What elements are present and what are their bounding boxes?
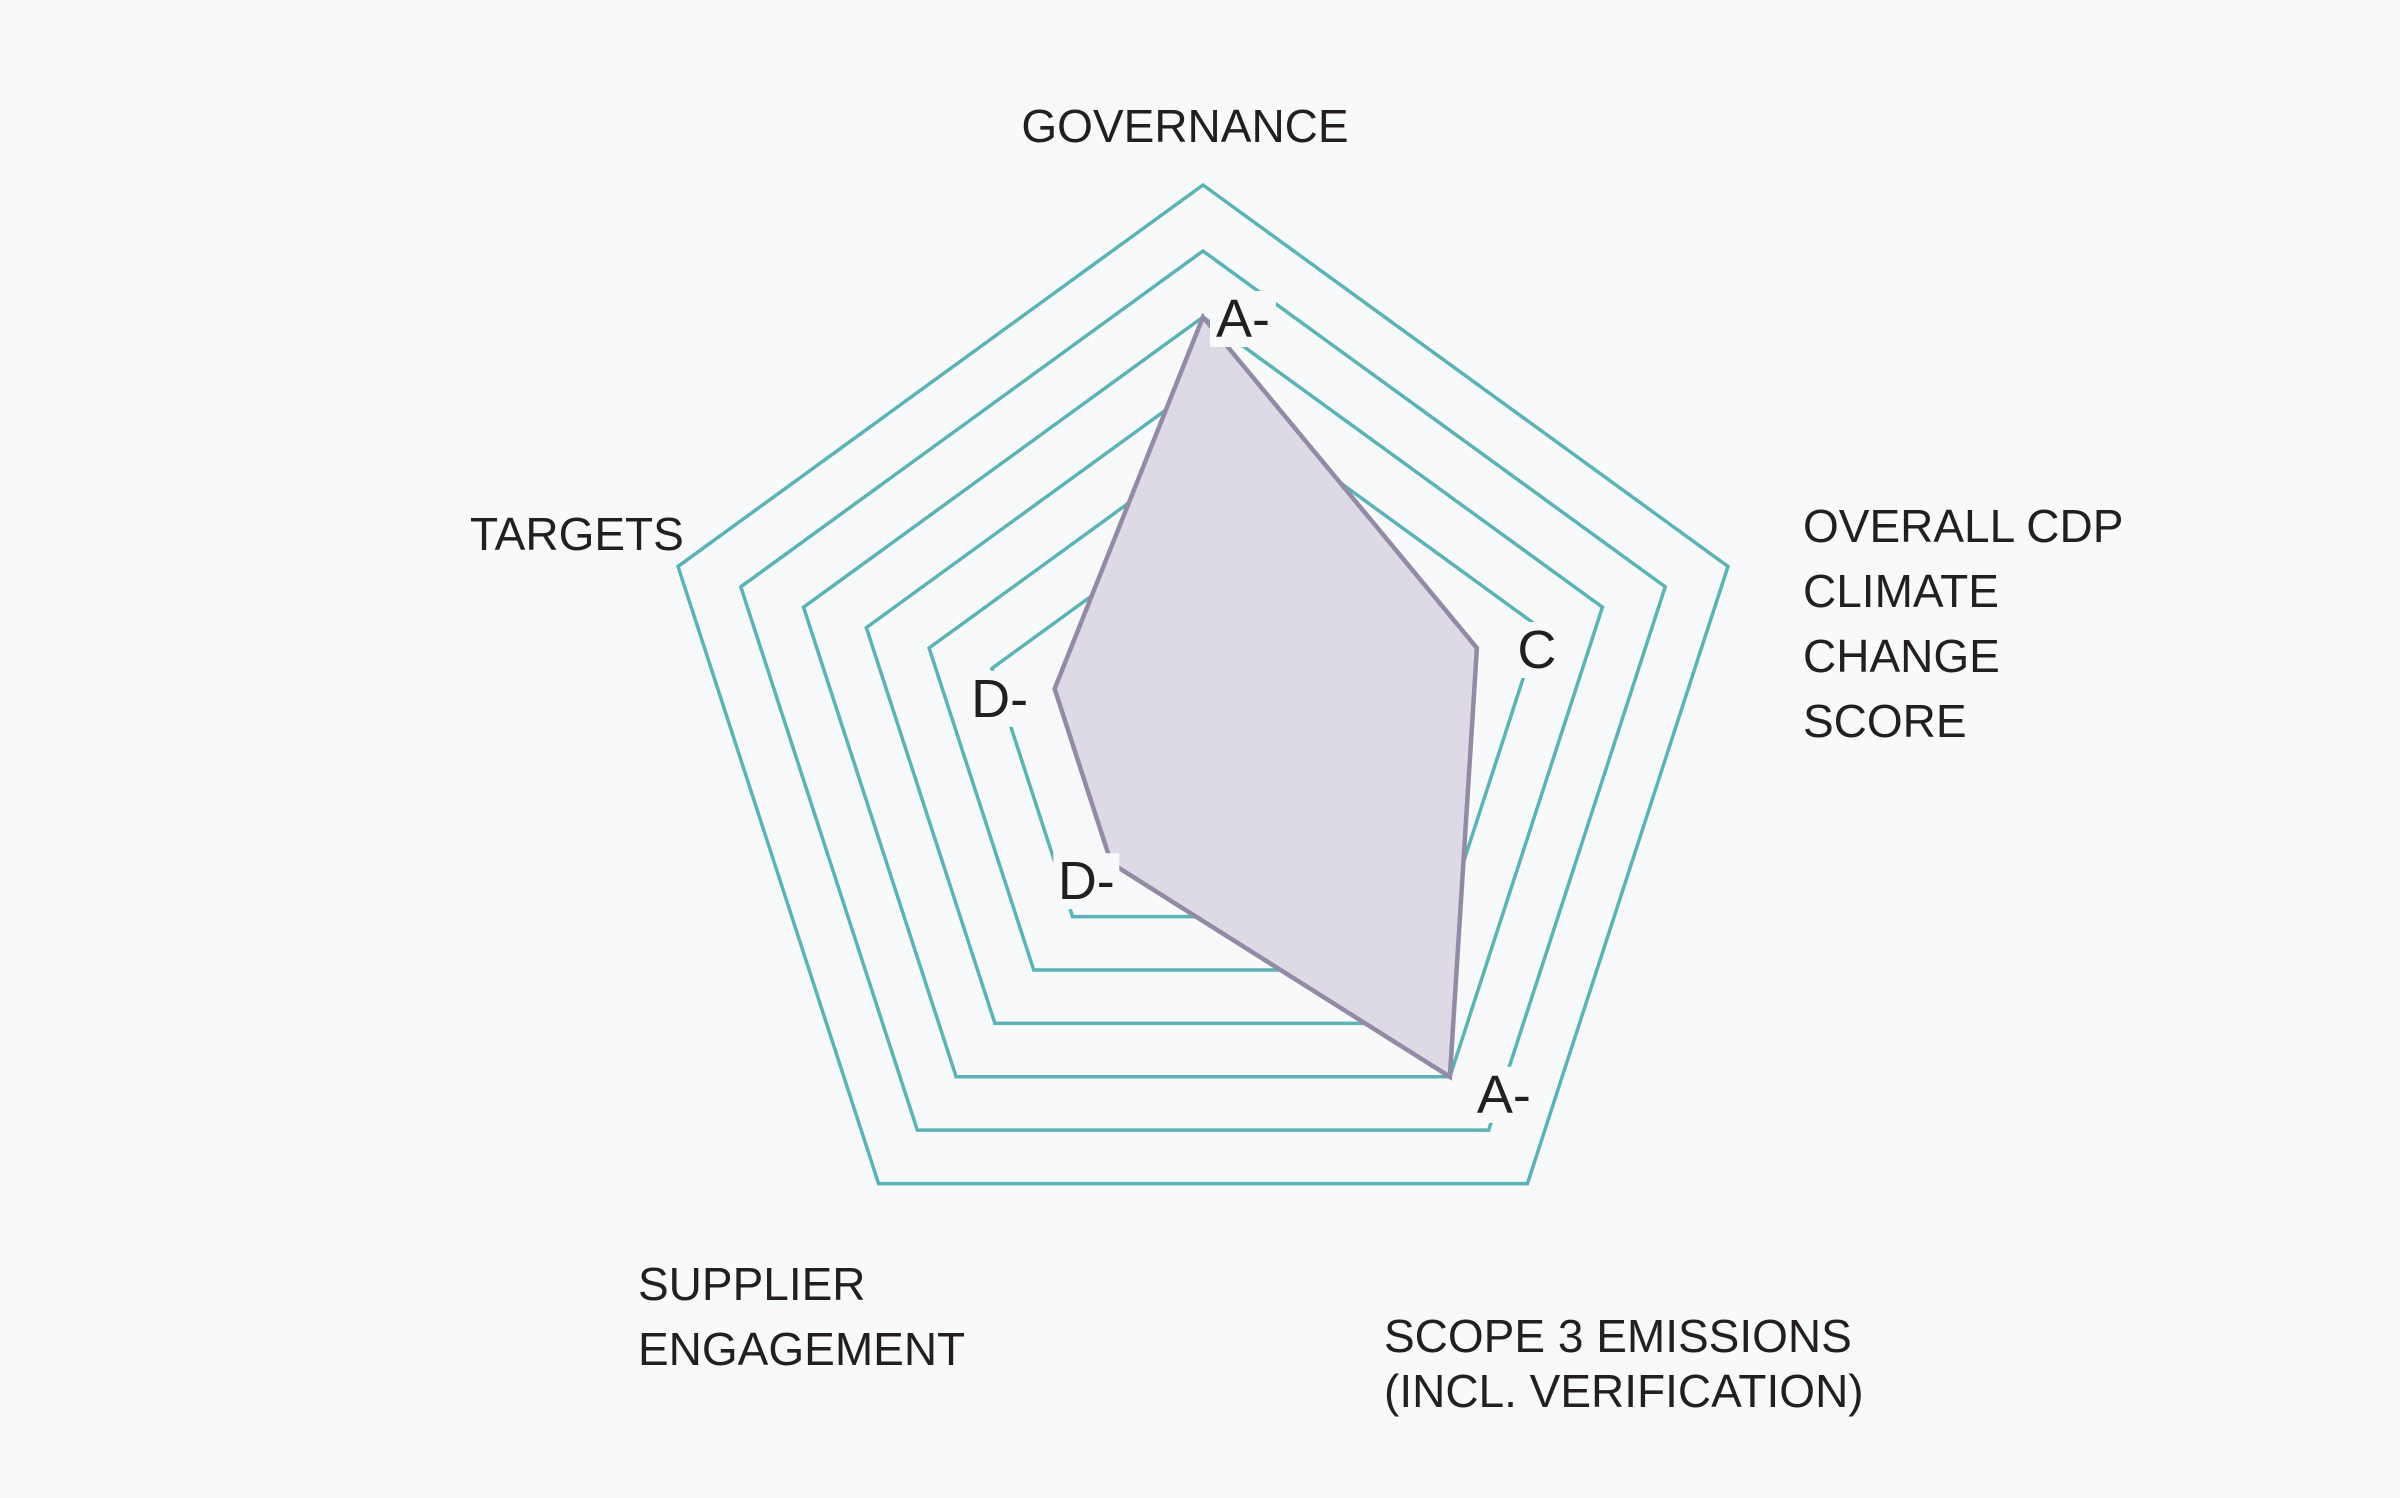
axis-labels: GOVERNANCE OVERALL CDP CLIMATE CHANGE SCORE S… (470, 100, 2123, 1417)
score-label-axis-3: A- (1477, 1065, 1531, 1125)
grid-ring-8 (675, 182, 1731, 1186)
grid-ring-6 (801, 314, 1605, 1079)
axis-label-2-line-3: CHANGE (1803, 630, 2000, 682)
score-label-gap (1470, 1066, 1537, 1123)
score-label-gap (966, 670, 1033, 727)
score-label-gap (1516, 622, 1557, 679)
grid-ring-5 (864, 380, 1542, 1026)
score-polygon (1052, 312, 1480, 1081)
score-label-axis-2: C (1517, 620, 1556, 680)
axis-label-2-line-2: CLIMATE (1803, 565, 1999, 617)
score-label-axis-1: A- (1216, 289, 1270, 349)
axis-label-4-line-2: ENGAGEMENT (638, 1323, 965, 1375)
score-label-axis-5: D- (971, 669, 1028, 729)
axis-label-1-line-1: GOVERNANCE (1021, 100, 1348, 152)
score-label-gap (1210, 291, 1276, 347)
score-label-axis-4: D- (1058, 851, 1115, 911)
axis-label-2-line-4: SCORE (1803, 695, 1967, 747)
label-gaps (966, 291, 1557, 1123)
axis-label-3-line-1: SCOPE 3 EMISSIONS (1384, 1310, 1852, 1362)
score-area-group (1052, 312, 1480, 1081)
axis-label-4-line-1: SUPPLIER (638, 1258, 866, 1310)
grid-ring-7 (738, 248, 1668, 1132)
axis-label-5-line-1: TARGETS (470, 508, 684, 560)
score-labels: A- C A- D- D- (971, 289, 1556, 1125)
axis-label-3-line-2: (INCL. VERIFICATION) (1384, 1365, 1864, 1417)
axis-label-2-line-1: OVERALL CDP (1803, 500, 2123, 552)
score-label-gap (1053, 853, 1120, 910)
